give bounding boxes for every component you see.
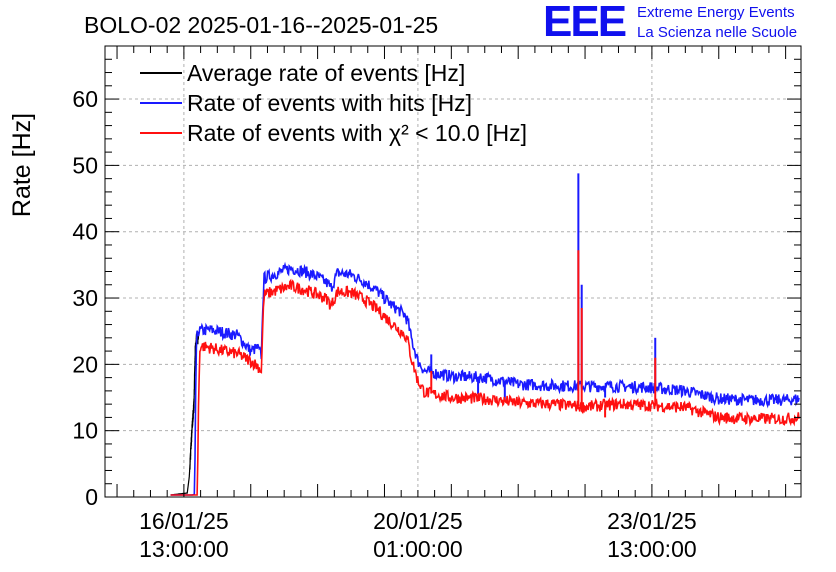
y-tick-label: 60 — [72, 86, 98, 112]
x-tick-label-time: 13:00:00 — [139, 536, 229, 562]
y-tick-label: 40 — [72, 219, 98, 245]
axes: 010203040506016/01/2513:00:0020/01/2501:… — [8, 45, 802, 562]
grid-lines — [105, 46, 801, 497]
x-tick-label-time: 01:00:00 — [373, 536, 463, 562]
y-tick-label: 50 — [72, 152, 98, 178]
eee-logo-icon: EEE — [543, 0, 627, 46]
logo-line-2: La Scienza nelle Scuole — [637, 24, 798, 41]
y-axis-label: Rate [Hz] — [8, 113, 36, 217]
x-tick-label-date: 16/01/25 — [139, 508, 229, 534]
logo-line-1: Extreme Energy Events — [637, 4, 795, 21]
series-layer — [170, 173, 800, 496]
eee-logo-text: Extreme Energy Events La Scienza nelle S… — [637, 3, 797, 43]
legend-label: Average rate of events [Hz] — [187, 60, 465, 86]
chart-title: BOLO-02 2025-01-16--2025-01-25 — [84, 12, 439, 38]
legend: Average rate of events [Hz] Rate of event… — [140, 60, 527, 146]
legend-label: Rate of events with hits [Hz] — [187, 90, 472, 116]
x-tick-label-time: 13:00:00 — [607, 536, 697, 562]
legend-label: Rate of events with χ² < 10.0 [Hz] — [187, 120, 527, 146]
y-tick-label: 30 — [72, 285, 98, 311]
x-tick-label-date: 20/01/25 — [373, 508, 463, 534]
y-tick-label: 20 — [72, 351, 98, 377]
x-tick-label-date: 23/01/25 — [607, 508, 697, 534]
y-tick-label: 10 — [72, 418, 98, 444]
series-line-1 — [170, 261, 800, 496]
y-tick-label: 0 — [85, 484, 98, 510]
series-line-2 — [170, 278, 800, 496]
